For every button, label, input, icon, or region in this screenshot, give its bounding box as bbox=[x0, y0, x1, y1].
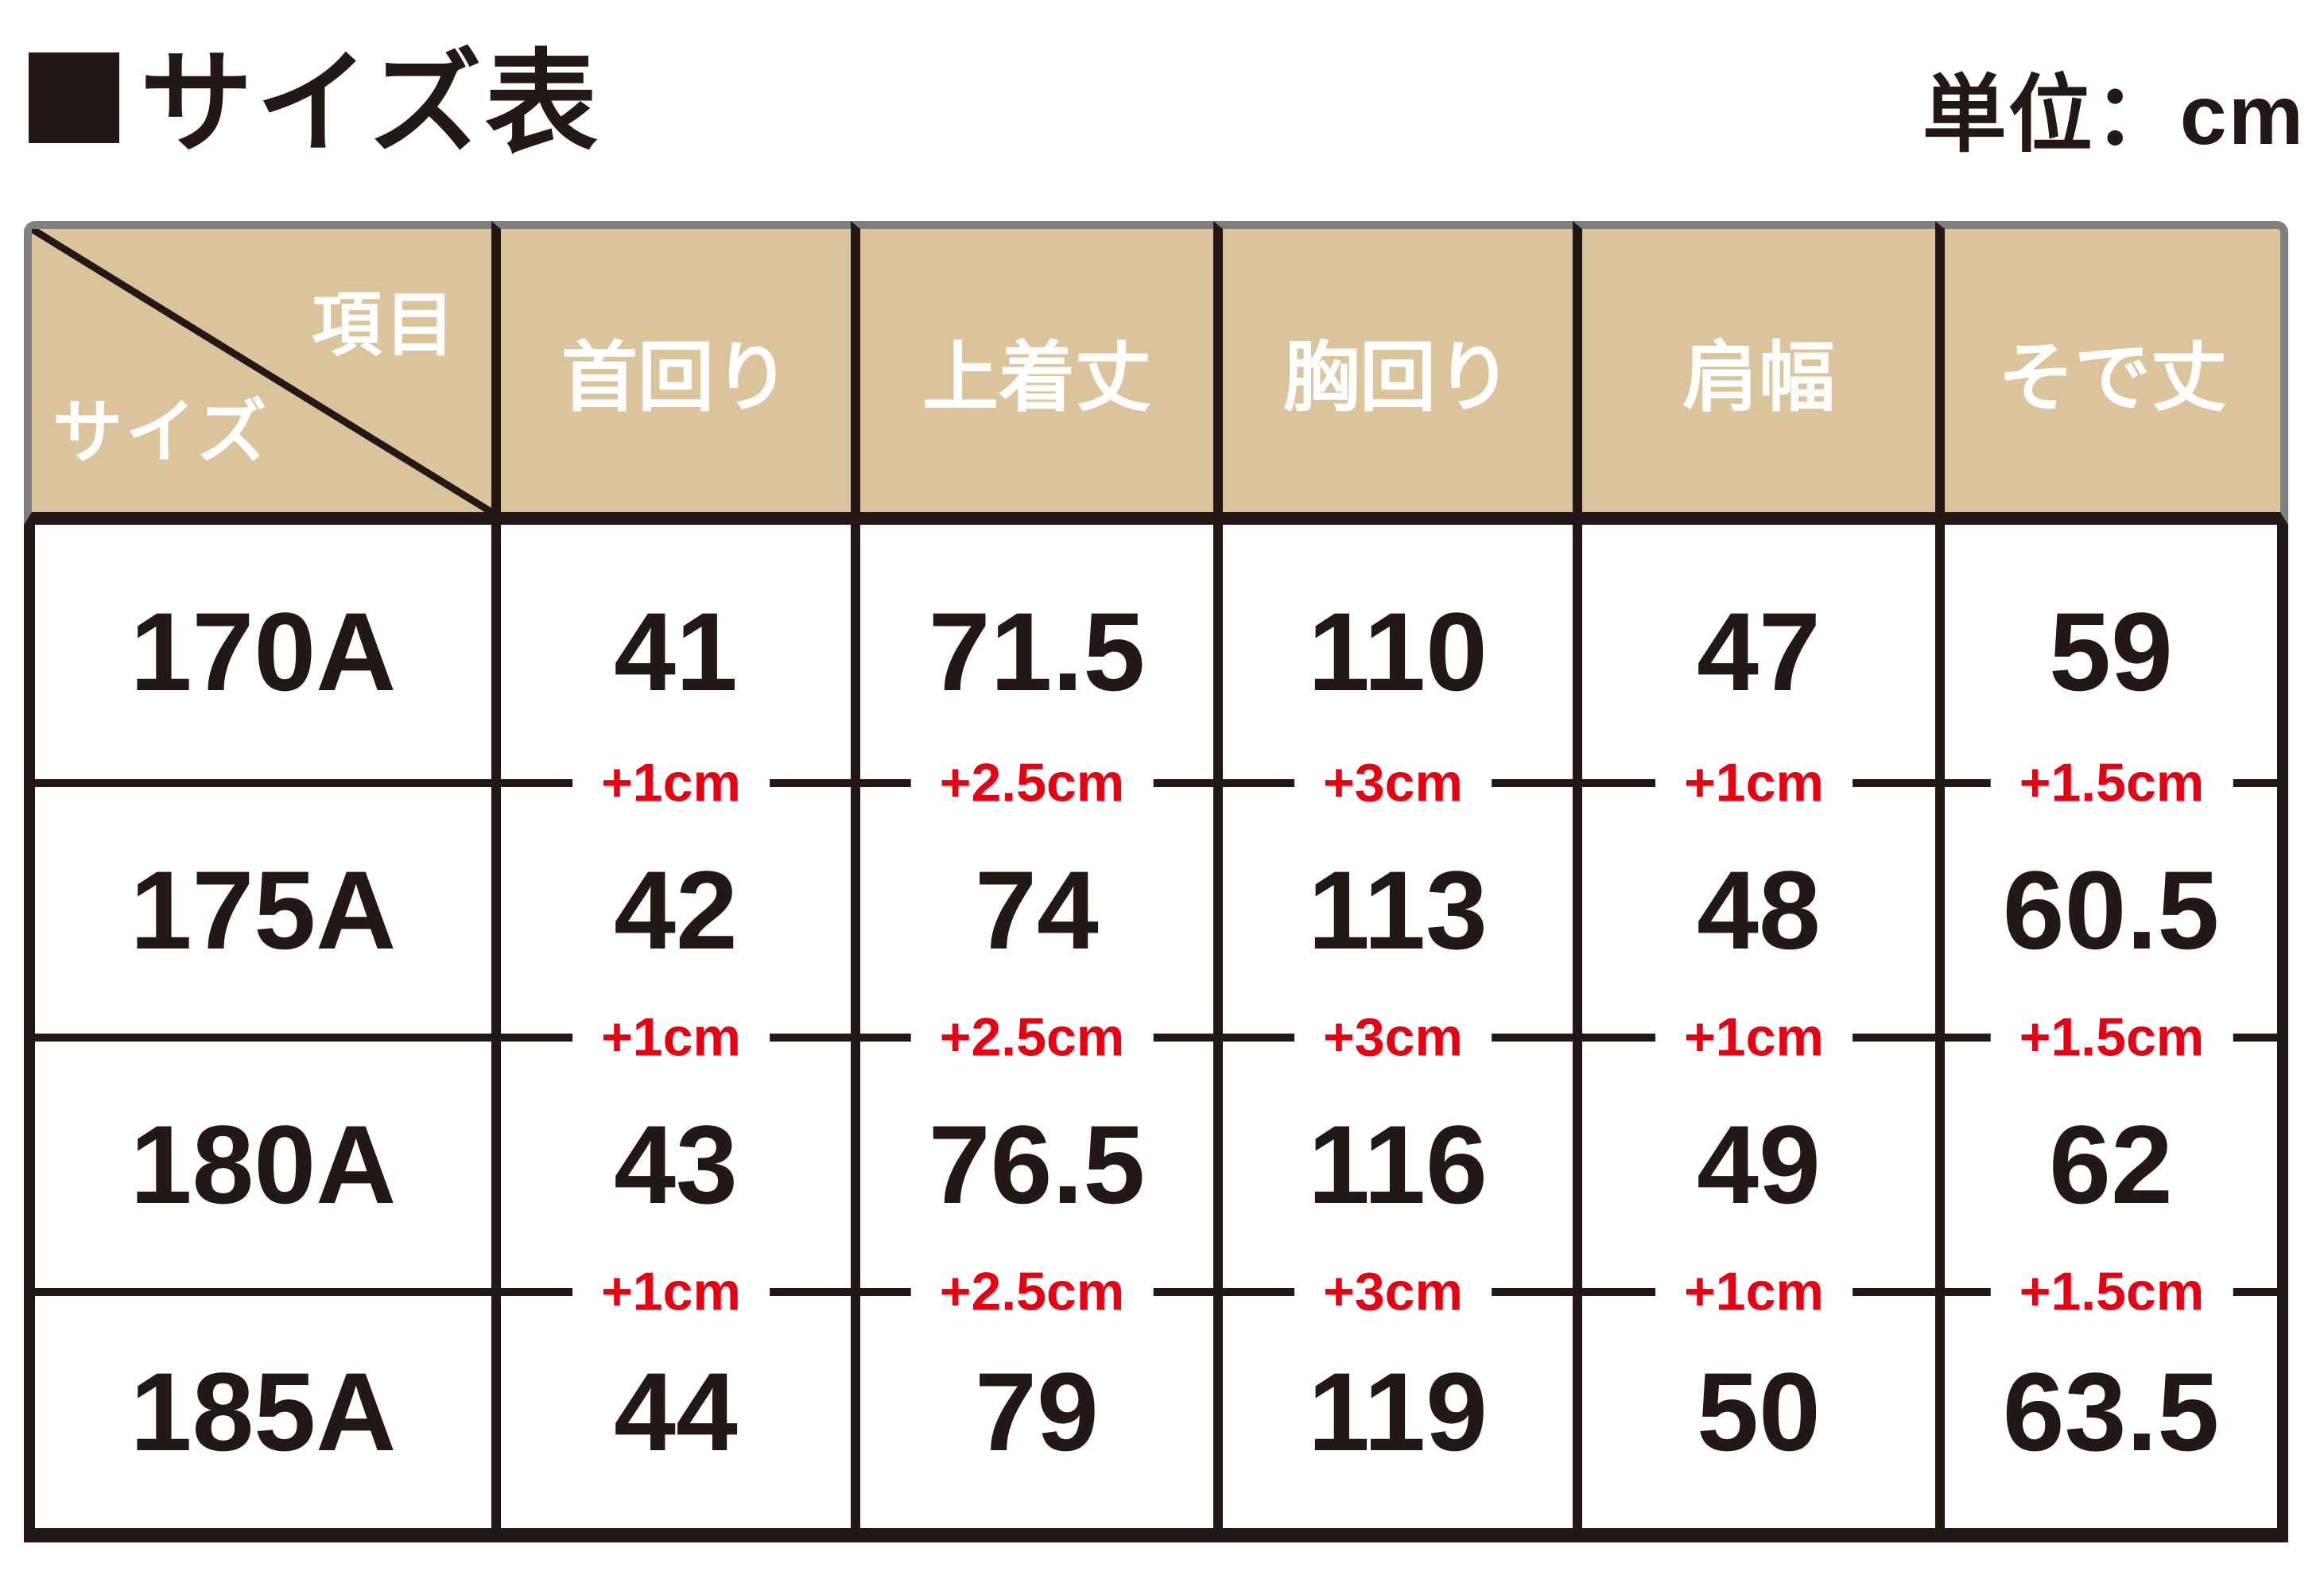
value-cell: 47 bbox=[1573, 525, 1935, 779]
increment-label: +1cm bbox=[572, 1006, 770, 1069]
increment-label: +2.5cm bbox=[910, 1006, 1154, 1069]
increment-label: +1cm bbox=[1655, 1260, 1853, 1324]
increment-label: +1cm bbox=[572, 1260, 770, 1324]
increment-label: +1cm bbox=[572, 751, 770, 815]
corner-header-cell: 項目 サイズ bbox=[24, 221, 491, 525]
increment-label: +1.5cm bbox=[1990, 751, 2233, 815]
column-header-jacket-length: 上着丈 bbox=[851, 221, 1213, 525]
value-cell: 41 bbox=[491, 525, 851, 779]
value-cell: 116 bbox=[1213, 1034, 1573, 1288]
size-cell: 170A bbox=[24, 525, 491, 779]
column-header-sleeve: そで丈 bbox=[1935, 221, 2288, 525]
value-cell: 110 bbox=[1213, 525, 1573, 779]
size-cell: 180A bbox=[24, 1034, 491, 1288]
value-cell: 63.5 bbox=[1935, 1288, 2288, 1542]
title-square-icon bbox=[29, 52, 119, 143]
increment-label: +1cm bbox=[1655, 1006, 1853, 1069]
value-cell: 48 bbox=[1573, 779, 1935, 1034]
value-cell: 62 bbox=[1935, 1034, 2288, 1288]
increment-label: +3cm bbox=[1294, 751, 1492, 815]
increment-label: +1.5cm bbox=[1990, 1260, 2233, 1324]
value-cell: 113 bbox=[1213, 779, 1573, 1034]
value-cell: 74 bbox=[851, 779, 1213, 1034]
column-header-shoulder: 肩幅 bbox=[1573, 221, 1935, 525]
increment-label: +1cm bbox=[1655, 751, 1853, 815]
corner-size-label: サイズ bbox=[52, 393, 270, 471]
increment-label: +3cm bbox=[1294, 1260, 1492, 1324]
value-cell: 42 bbox=[491, 779, 851, 1034]
size-cell: 185A bbox=[24, 1288, 491, 1542]
increment-label: +1.5cm bbox=[1990, 1006, 2233, 1069]
value-cell: 43 bbox=[491, 1034, 851, 1288]
value-cell: 119 bbox=[1213, 1288, 1573, 1542]
value-cell: 79 bbox=[851, 1288, 1213, 1542]
column-header-neck: 首回り bbox=[491, 221, 851, 525]
unit-label: 単位：cm bbox=[1922, 68, 2305, 162]
increment-label: +2.5cm bbox=[910, 1260, 1154, 1324]
value-cell: 59 bbox=[1935, 525, 2288, 779]
value-cell: 71.5 bbox=[851, 525, 1213, 779]
corner-item-label: 項目 bbox=[311, 285, 458, 364]
value-cell: 76.5 bbox=[851, 1034, 1213, 1288]
increment-label: +3cm bbox=[1294, 1006, 1492, 1069]
page-title-text: サイズ表 bbox=[140, 41, 601, 167]
size-table: 項目 サイズ 首回り 上着丈 胸回り 肩幅 そで丈 170A 41 71.5 1… bbox=[24, 221, 2288, 1542]
page-title: サイズ表 bbox=[29, 11, 601, 175]
value-cell: 50 bbox=[1573, 1288, 1935, 1542]
column-header-chest: 胸回り bbox=[1213, 221, 1573, 525]
value-cell: 60.5 bbox=[1935, 779, 2288, 1034]
value-cell: 49 bbox=[1573, 1034, 1935, 1288]
value-cell: 44 bbox=[491, 1288, 851, 1542]
diagonal-line bbox=[32, 229, 491, 512]
increment-label: +2.5cm bbox=[910, 751, 1154, 815]
size-cell: 175A bbox=[24, 779, 491, 1034]
